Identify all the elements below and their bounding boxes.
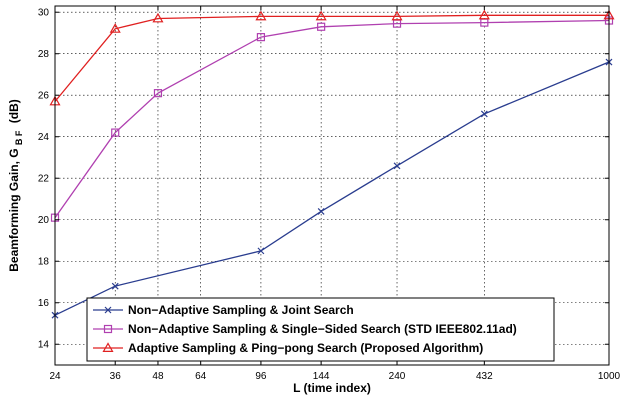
legend-item-3: Adaptive Sampling & Ping−pong Search (Pr… [93,341,483,355]
data-point [317,208,325,215]
marker-stroke [104,306,112,314]
x-axis-label: L (time index) [293,381,371,395]
data-point [393,162,401,170]
y-tick-label: 14 [38,340,50,351]
x-tick-label: 240 [389,371,406,382]
data-point [153,89,163,98]
data-point [152,12,164,23]
y-tick-label: 26 [38,91,50,102]
y-tick-label: 30 [38,8,50,19]
data-point [111,128,120,137]
marker-stroke [317,208,325,215]
y-tick-label: 20 [38,215,50,226]
plot-frame [54,5,610,366]
series-1 [51,58,613,319]
x-tick-label: 48 [152,371,164,382]
y-tick-label: 24 [38,132,50,143]
x-tick-label: 144 [313,371,330,382]
marker-stroke [480,110,488,118]
data-point [256,33,266,42]
legend-item-1: Non−Adaptive Sampling & Joint Search [93,303,354,317]
data-point [255,10,267,21]
legend-label: Adaptive Sampling & Ping−pong Search (Pr… [128,341,483,355]
data-point [109,23,121,33]
x-tick-label: 96 [255,371,267,382]
data-point [391,10,403,21]
x-tick-label: 1000 [598,371,621,382]
y-tick-label: 22 [38,174,50,185]
x-tick-label: 24 [49,371,61,382]
y-axis-label: Beamforming Gain, G B F (dB) [7,99,25,272]
y-axis-label-main: Beamforming Gain, G [7,148,21,271]
y-tick-label: 16 [38,298,50,309]
y-axis-label-unit: (dB) [7,99,21,123]
legend-swatch-marker [104,306,112,314]
data-point [480,110,488,118]
legend-swatch-marker [102,342,114,352]
axis-ticks: 24 36 48 64 96 144 240 432 1000 14 16 18 20 22 24 26 28 3… [38,6,621,382]
data-point [315,10,327,21]
marker-stroke [257,247,265,255]
data-point [317,22,326,31]
data-point [478,9,490,20]
legend: Non−Adaptive Sampling & Joint Search Non−… [86,297,555,362]
y-tick-label: 18 [38,257,50,268]
legend-label: Non−Adaptive Sampling & Joint Search [128,303,354,317]
series-line [54,19,610,219]
marker-stroke [111,282,119,290]
x-tick-label: 432 [476,371,493,382]
legend-box [86,297,555,362]
x-tick-label: 64 [195,371,207,382]
marker-stroke [393,162,401,170]
data-point [257,247,265,255]
legend-item-2: Non−Adaptive Sampling & Single−Sided Sea… [93,322,517,336]
series-line [54,14,609,102]
legend-items: Non−Adaptive Sampling & Joint Search Non−… [93,303,517,355]
legend-swatch-marker [103,324,113,334]
data-point [111,282,119,290]
series-layer [49,9,615,319]
series-3 [49,9,615,106]
x-tick-label: 36 [110,371,122,382]
y-axis-label-subscript: B F [14,130,24,145]
legend-label: Non−Adaptive Sampling & Single−Sided Sea… [128,322,517,336]
y-tick-label: 28 [38,49,50,60]
